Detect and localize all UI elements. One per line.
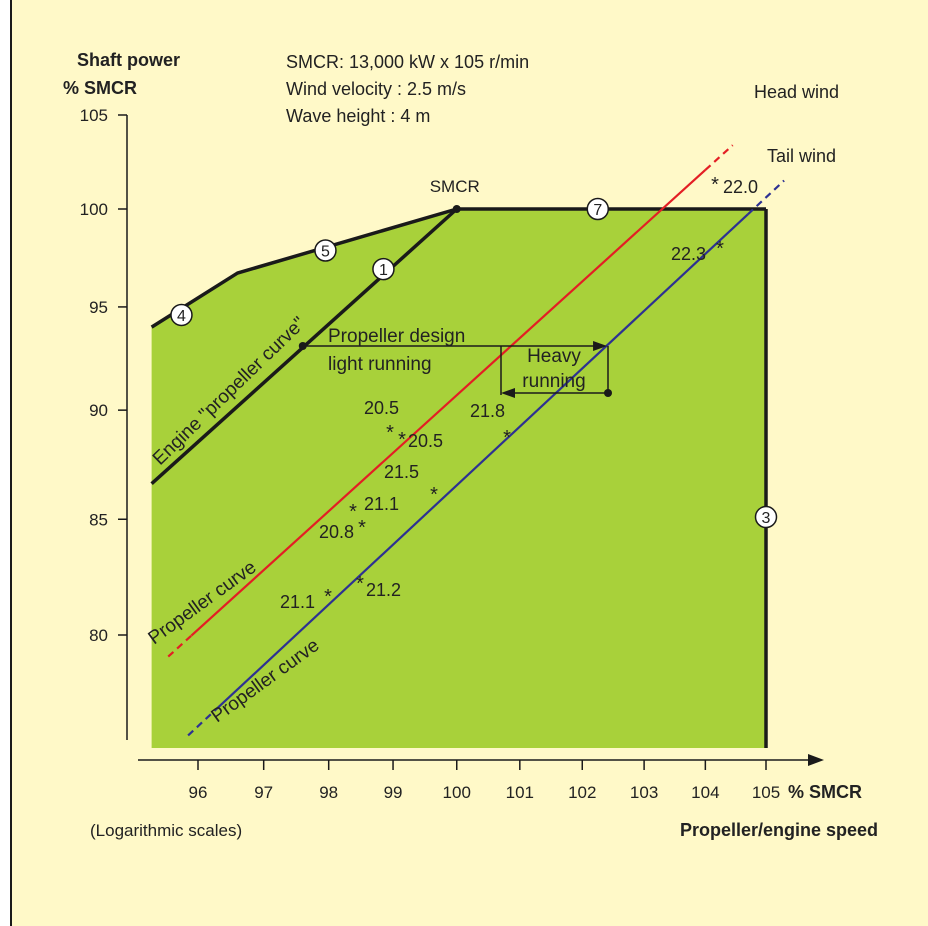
heavy-label-line1: Heavy bbox=[527, 346, 581, 367]
head-star-3: * bbox=[349, 501, 357, 523]
tail-star-3: * bbox=[324, 586, 332, 608]
smcr-point bbox=[452, 205, 461, 213]
x-tick-label-104: 104 bbox=[691, 783, 719, 802]
x-tick-label-98: 98 bbox=[319, 783, 338, 802]
y-tick-label-105: 105 bbox=[80, 106, 108, 125]
x-tick-label-97: 97 bbox=[254, 783, 273, 802]
marker-circle-1 bbox=[372, 257, 395, 281]
x-tick-label-100: 100 bbox=[443, 783, 471, 802]
y-tick-label-90: 90 bbox=[89, 401, 108, 420]
head-curve-line bbox=[190, 169, 707, 637]
x-tick-label-103: 103 bbox=[630, 783, 658, 802]
x-tick-label-96: 96 bbox=[189, 783, 208, 802]
marker-circle-3 bbox=[754, 505, 778, 529]
head-star-5: * bbox=[711, 174, 719, 196]
marker-circle-7 bbox=[586, 197, 610, 221]
tail-value-3: 21.1 bbox=[280, 592, 315, 612]
marker-label-3: 3 bbox=[762, 510, 771, 527]
head-wind-label: Head wind bbox=[754, 82, 839, 102]
design-label-line2: light running bbox=[328, 354, 432, 375]
tail-curve-dash-end bbox=[747, 179, 785, 216]
marker-circle-4 bbox=[170, 303, 193, 327]
design-arrowhead bbox=[593, 341, 608, 351]
chart-frame: 80 85 90 95 100 105 96 97 98 99 100 101 102 103 104 105… bbox=[10, 0, 928, 926]
info-line-2: Wind velocity : 2.5 m/s bbox=[286, 79, 466, 99]
propeller-curve-chart: 80 85 90 95 100 105 96 97 98 99 100 101 102 103 104 105… bbox=[63, 50, 878, 840]
x-tick-label-99: 99 bbox=[384, 783, 403, 802]
x-axis-arrowhead bbox=[808, 754, 824, 766]
head-curve-dash-end bbox=[704, 144, 734, 171]
tail-value-5: 22.3 bbox=[671, 244, 706, 264]
tail-star-2: * bbox=[430, 484, 438, 506]
marker-label-4: 4 bbox=[177, 308, 186, 325]
x-tick-label-102: 102 bbox=[568, 783, 596, 802]
tail-value-4: 21.2 bbox=[366, 580, 401, 600]
tail-value-1: 21.8 bbox=[470, 401, 505, 421]
x-tick-label-105: 105 bbox=[752, 783, 780, 802]
y-axis-title-line2: % SMCR bbox=[63, 78, 137, 98]
engine-layout-area bbox=[151, 209, 767, 749]
marker-label-1: 1 bbox=[379, 262, 388, 279]
head-value-2: 20.5 bbox=[408, 431, 443, 451]
y-tick-label-95: 95 bbox=[89, 298, 108, 317]
marker-circle-5 bbox=[314, 239, 337, 262]
head-value-5: 22.0 bbox=[723, 177, 758, 197]
head-star-1: * bbox=[386, 422, 394, 444]
x-axis-title: Propeller/engine speed bbox=[680, 820, 878, 840]
tail-star-1: * bbox=[503, 427, 511, 449]
tail-star-5: * bbox=[716, 238, 724, 260]
tail-value-2: 21.5 bbox=[384, 462, 419, 482]
design-label-line1: Propeller design bbox=[328, 326, 465, 347]
y-axis-title-line1: Shaft power bbox=[77, 50, 180, 70]
head-star-2: * bbox=[398, 429, 406, 451]
head-value-4: 20.8 bbox=[319, 522, 354, 542]
y-tick-label-100: 100 bbox=[80, 200, 108, 219]
x-tick-label-101: 101 bbox=[506, 783, 534, 802]
tail-star-4: * bbox=[356, 573, 364, 595]
tail-wind-label: Tail wind bbox=[767, 146, 836, 166]
marker-label-5: 5 bbox=[321, 243, 330, 260]
smcr-label: SMCR bbox=[430, 177, 480, 196]
head-star-4: * bbox=[358, 517, 366, 539]
tail-curve-dash-start bbox=[187, 710, 216, 737]
info-line-3: Wave height : 4 m bbox=[286, 106, 430, 126]
scale-note: (Logarithmic scales) bbox=[90, 821, 242, 840]
head-value-1: 20.5 bbox=[364, 398, 399, 418]
tail-curve-line bbox=[213, 213, 749, 712]
x-axis-unit: % SMCR bbox=[788, 782, 862, 802]
marker-label-7: 7 bbox=[593, 202, 602, 219]
head-value-3: 21.1 bbox=[364, 494, 399, 514]
info-line-1: SMCR: 13,000 kW x 105 r/min bbox=[286, 52, 529, 72]
heavy-arrowhead bbox=[501, 388, 515, 398]
y-tick-label-80: 80 bbox=[89, 626, 108, 645]
heavy-label-line2: running bbox=[522, 371, 585, 392]
head-curve-dash-start bbox=[167, 634, 193, 658]
y-tick-label-85: 85 bbox=[89, 510, 108, 529]
